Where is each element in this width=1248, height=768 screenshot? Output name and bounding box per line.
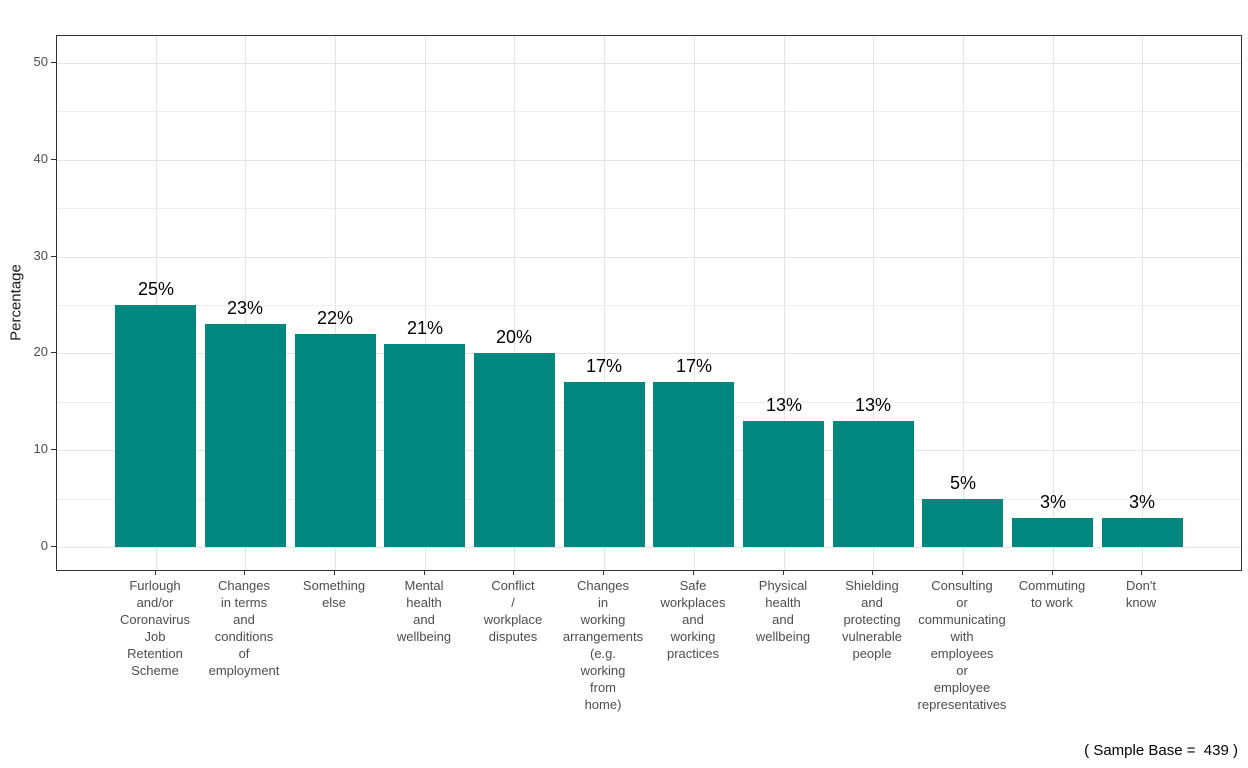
gridline-vertical [1142, 36, 1143, 570]
x-tick-mark [603, 570, 604, 575]
bar-value-label: 23% [226, 298, 264, 318]
gridline-major [57, 256, 1241, 258]
bar-value-label: 13% [765, 395, 803, 415]
bar-value-label: 3% [1039, 492, 1066, 512]
bar [295, 334, 376, 547]
gridline-major [57, 353, 1241, 355]
plot-panel: 25% 23% 22% 21% 20% 17% 17% 13% 13% 5% 3% 3% [56, 35, 1242, 571]
gridline-vertical [156, 36, 157, 570]
y-tick-label: 40 [33, 150, 48, 166]
bar [474, 353, 555, 547]
y-tick-mark [51, 546, 56, 547]
bar-value-label: 3% [1128, 492, 1155, 512]
x-category-label: Physical health and wellbeing [755, 578, 811, 644]
x-tick-mark [244, 570, 245, 575]
y-tick-label: 0 [40, 538, 48, 553]
gridline-vertical [1053, 36, 1054, 570]
bar [1012, 518, 1093, 547]
bar-value-label: 5% [949, 473, 976, 493]
bar-value-label: 17% [675, 356, 713, 376]
y-tick-mark [51, 62, 56, 63]
x-tick-mark [783, 570, 784, 575]
y-tick-mark [51, 449, 56, 451]
x-category-label: Safe workplaces and working practices [660, 578, 726, 661]
bar [564, 382, 645, 547]
bar [384, 344, 465, 547]
y-tick-mark [51, 255, 56, 257]
x-category-label: Changes in terms and conditions of emplo… [208, 578, 280, 678]
bar-value-label: 20% [495, 327, 533, 347]
x-category-label: Conflict / workplace disputes [483, 578, 543, 644]
bar-value-label: 22% [316, 308, 354, 328]
bar [922, 499, 1003, 547]
bar [115, 305, 196, 547]
y-tick-label: 30 [33, 247, 48, 263]
bar-value-label: 25% [137, 279, 175, 299]
gridline-vertical [425, 36, 426, 570]
x-tick-mark [872, 570, 873, 575]
x-tick-mark [334, 570, 335, 575]
y-tick-label: 50 [33, 54, 48, 69]
bar [833, 421, 914, 547]
x-category-label: Mental health and wellbeing [396, 578, 452, 644]
x-tick-mark [1141, 570, 1142, 575]
gridline-minor [57, 498, 1241, 500]
bar [743, 421, 824, 547]
gridline-major [57, 450, 1241, 452]
gridline-vertical [514, 36, 515, 570]
gridline-vertical [694, 36, 695, 570]
gridline-major [57, 547, 1241, 548]
gridline-minor [57, 208, 1241, 210]
x-category-label: Shielding and protecting vulnerable peop… [842, 578, 902, 661]
gridline-vertical [963, 36, 964, 570]
gridline-minor [57, 305, 1241, 306]
gridline-vertical [335, 36, 336, 570]
y-axis-title: Percentage [7, 264, 25, 341]
bar-value-label: 13% [854, 395, 892, 415]
y-tick-label: 10 [33, 441, 48, 457]
x-category-label: Consulting or communicating with employe… [917, 578, 1007, 712]
x-tick-mark [1052, 570, 1053, 575]
bar [205, 324, 286, 547]
y-tick-label: 20 [33, 344, 48, 360]
sample-base-note: ( Sample Base = 439 ) [1084, 742, 1238, 759]
x-category-label: Something else [302, 578, 366, 610]
bar [1102, 518, 1183, 547]
gridline-minor [57, 401, 1241, 403]
x-category-label: Furlough and/or Coronavirus Job Retentio… [119, 578, 191, 678]
gridline-vertical [245, 36, 246, 570]
bar [653, 382, 734, 547]
x-tick-mark [693, 570, 694, 575]
x-tick-mark [155, 570, 156, 575]
x-category-label: Changes in working arrangements (e.g. wo… [562, 578, 644, 712]
bar-value-label: 17% [585, 356, 623, 376]
x-tick-mark [424, 570, 425, 575]
gridline-major [57, 63, 1241, 64]
x-tick-mark [513, 570, 514, 575]
bar-value-label: 21% [406, 318, 444, 338]
gridline-vertical [604, 36, 605, 570]
x-tick-mark [962, 570, 963, 575]
y-tick-mark [51, 352, 56, 354]
gridline-vertical [784, 36, 785, 570]
gridline-major [57, 159, 1241, 161]
x-category-label: Don't know [1125, 578, 1157, 610]
gridline-vertical [873, 36, 874, 570]
x-category-label: Commuting to work [1018, 578, 1086, 610]
y-tick-mark [51, 158, 56, 160]
gridline-minor [57, 111, 1241, 113]
